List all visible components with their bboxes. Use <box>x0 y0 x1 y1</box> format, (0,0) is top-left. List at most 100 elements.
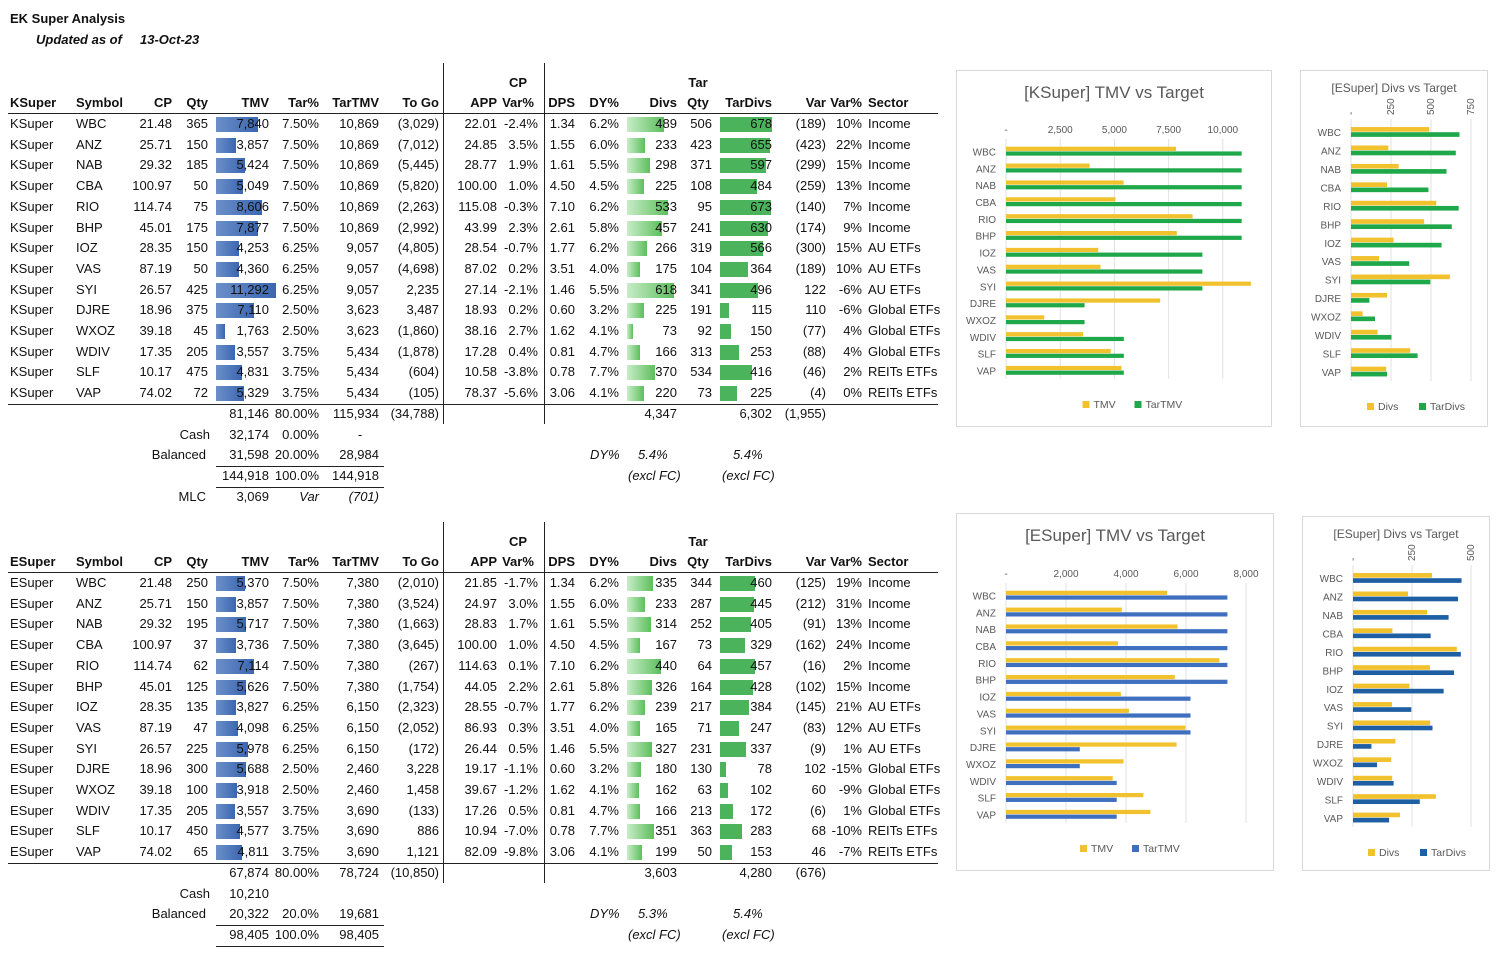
bar-tmv <box>1006 146 1176 151</box>
category-label: ANZ <box>976 608 996 619</box>
cell-fund: KSuper <box>10 302 54 318</box>
divs-databar <box>627 783 639 798</box>
cell-tar-divs: 364 <box>750 260 772 276</box>
cell-fund: KSuper <box>10 260 54 276</box>
cell-symbol: DJRE <box>76 761 110 777</box>
cell-tar-qty: 241 <box>690 219 712 235</box>
legend-label: Divs <box>1379 847 1399 859</box>
header-tar-divs: TarDivs <box>725 554 772 569</box>
cell-dps: 0.78 <box>549 364 575 380</box>
cell-var: (140) <box>795 198 826 214</box>
cell-dps: 1.61 <box>549 616 575 632</box>
cell-fund: ESuper <box>10 575 54 590</box>
cell-dy-pct: 6.0% <box>589 136 619 152</box>
cell-fund: KSuper <box>10 178 54 194</box>
cell-var-pct: 2% <box>843 657 862 673</box>
cell-var: (16) <box>802 657 826 673</box>
x-tick-label: 4,000 <box>1113 569 1138 580</box>
cell-app: 100.00 <box>457 178 497 194</box>
cell-var: (145) <box>795 699 826 715</box>
cell-sector: Income <box>868 637 911 653</box>
bar-divs <box>1353 702 1392 707</box>
x-tick-label: 2,000 <box>1053 569 1078 580</box>
tardivs-databar <box>720 220 768 236</box>
cell-var-pct: 10% <box>835 260 862 276</box>
cell-sector: AU ETFs <box>868 260 921 276</box>
cell-var-pct: -15% <box>831 761 862 777</box>
cell-var: 122 <box>804 281 826 297</box>
cash-tmv: 10,210 <box>229 885 269 901</box>
chart-4: [ESuper] Divs vs Target - 250 500 WBC ANZ NAB C… <box>1302 516 1490 871</box>
cell-to-go: 886 <box>417 823 439 839</box>
bar-tartmv <box>1006 814 1117 819</box>
category-label: DJRE <box>1317 740 1343 751</box>
tmv-databar <box>216 617 246 633</box>
cell-tmv: 5,424 <box>236 157 269 173</box>
cell-symbol: SYI <box>76 740 97 756</box>
cell-cp: 114.74 <box>133 657 172 673</box>
cell-var: (9) <box>810 740 826 756</box>
ksuper-header-fund: KSuper <box>10 95 57 110</box>
bar-tmv <box>1006 641 1119 646</box>
cell-dps: 1.62 <box>549 323 575 338</box>
cell-symbol: SLF <box>76 823 100 839</box>
bar-tardivs <box>1351 334 1392 340</box>
cell-to-go: (604) <box>408 364 439 380</box>
cell-fund: KSuper <box>10 343 54 359</box>
cell-tar-tmv: 5,434 <box>346 343 379 359</box>
cash-label: Cash <box>179 426 210 442</box>
cell-symbol: BHP <box>76 678 103 694</box>
category-label: SYI <box>980 726 996 737</box>
cell-tar-divs: 460 <box>750 575 772 590</box>
legend-swatch-tmv <box>1082 401 1090 408</box>
cell-cp-var-pct: -1.2% <box>504 782 538 797</box>
bar-tartmv <box>1006 797 1117 802</box>
cell-tmv: 3,557 <box>236 802 269 818</box>
header-var: Var <box>805 95 826 110</box>
bar-divs <box>1353 812 1400 818</box>
cell-dps: 0.81 <box>549 802 575 818</box>
cell-fund: ESuper <box>10 595 54 611</box>
cell-qty: 205 <box>186 343 208 359</box>
cell-divs: 327 <box>655 740 677 756</box>
category-label: WXOZ <box>966 316 996 327</box>
cell-fund: KSuper <box>10 281 54 297</box>
x-tick-label: 7,500 <box>1156 125 1181 136</box>
bar-divs <box>1353 738 1396 744</box>
cell-var-pct: 9% <box>843 219 862 235</box>
cell-symbol: NAB <box>76 157 103 173</box>
cell-app: 78.37 <box>464 385 497 401</box>
tardivs-databar <box>720 199 771 215</box>
divs-databar <box>627 344 640 360</box>
cell-tar-tmv: 7,380 <box>346 595 379 611</box>
bar-tmv <box>1006 197 1116 202</box>
cell-var: (4) <box>810 385 826 401</box>
divs-databar <box>627 679 652 695</box>
cell-symbol: IOZ <box>76 699 98 715</box>
legend-label: TMV <box>1094 399 1116 411</box>
cell-tar-divs: 102 <box>750 782 772 797</box>
bar-tartmv <box>1006 646 1228 651</box>
cell-symbol: ANZ <box>76 595 102 611</box>
cell-divs: 180 <box>655 761 677 777</box>
cell-tar-divs: 225 <box>750 385 772 401</box>
cell-divs: 533 <box>655 198 677 214</box>
category-label: WBC <box>1318 128 1341 139</box>
cell-dps: 1.62 <box>549 782 575 797</box>
cell-fund: KSuper <box>10 385 54 401</box>
cell-cp: 17.35 <box>139 343 172 359</box>
tmv-databar <box>216 576 245 591</box>
header-underline <box>8 113 938 114</box>
cell-dps: 2.61 <box>549 219 575 235</box>
bar-tmv <box>1006 230 1177 236</box>
cell-cp-var-pct: -2.4% <box>504 116 538 131</box>
cell-tar-tmv: 6,150 <box>346 719 379 735</box>
cell-dps: 0.78 <box>549 823 575 839</box>
cell-var: (46) <box>802 364 826 380</box>
legend-swatch-tartmv <box>1132 845 1139 852</box>
header-dps: DPS <box>548 95 575 110</box>
x-tick-label: 2,500 <box>1048 125 1073 136</box>
cell-dps: 0.81 <box>549 343 575 359</box>
cell-dps: 7.10 <box>549 198 575 214</box>
category-label: NAB <box>975 181 996 192</box>
